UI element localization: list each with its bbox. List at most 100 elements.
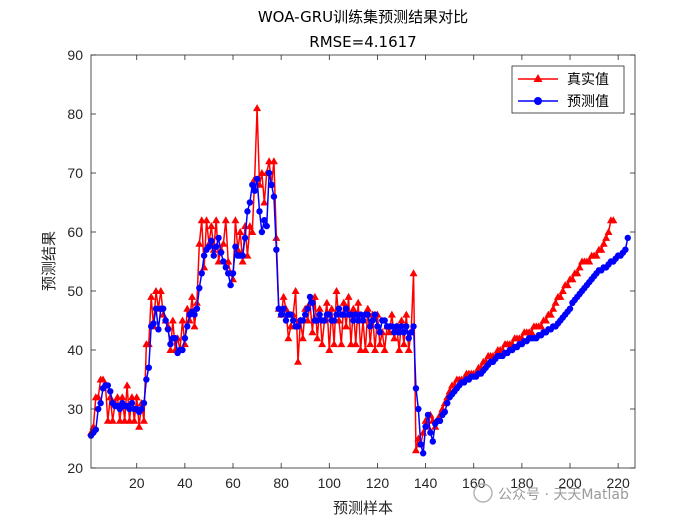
data-point-circle [410, 323, 417, 330]
data-point-circle [212, 243, 220, 250]
y-tick-label: 40 [67, 342, 83, 358]
legend-label-actual: 真实值 [567, 72, 609, 88]
data-point-circle [164, 326, 172, 333]
data-point-circle [347, 311, 355, 318]
data-point-circle [381, 317, 388, 324]
data-point-circle [167, 340, 174, 348]
data-point-triangle [399, 340, 408, 348]
x-tick-label: 200 [558, 475, 582, 491]
data-point-circle [359, 317, 367, 324]
data-point-triangle [168, 316, 177, 324]
data-point-triangle [397, 316, 406, 324]
data-point-circle [299, 317, 307, 324]
data-point-circle [172, 335, 179, 342]
data-point-triangle [546, 310, 555, 318]
data-point-circle [330, 317, 338, 324]
x-tick-label: 120 [366, 475, 390, 491]
data-point-triangle [219, 239, 228, 247]
data-point-triangle [404, 346, 413, 353]
data-point-circle [205, 243, 213, 250]
data-point-circle [179, 346, 186, 354]
data-point-triangle [597, 245, 606, 253]
legend-box [511, 65, 625, 114]
data-point-triangle [366, 340, 375, 348]
x-tick-label: 40 [177, 475, 193, 491]
data-point-circle [251, 187, 258, 194]
data-point-triangle [178, 316, 187, 324]
data-point-triangle [135, 422, 144, 430]
data-point-triangle [390, 334, 399, 342]
data-point-circle [342, 305, 350, 312]
data-point-circle [208, 237, 215, 245]
data-point-triangle [387, 310, 396, 318]
data-point-triangle [409, 269, 418, 277]
data-point-triangle [279, 292, 288, 300]
data-point-circle [405, 335, 412, 342]
data-point-triangle [602, 233, 611, 241]
data-point-circle [350, 317, 357, 324]
data-point-circle [304, 305, 311, 312]
y-tick-label: 70 [67, 165, 83, 181]
data-point-triangle [269, 157, 278, 165]
x-tick-label: 220 [606, 475, 630, 491]
data-point-triangle [248, 228, 257, 235]
data-point-triangle [291, 287, 300, 294]
data-point-circle [395, 329, 403, 336]
data-point-circle [369, 317, 376, 324]
data-point-circle [427, 429, 434, 436]
legend-marker-circle [534, 97, 542, 105]
data-point-circle [155, 326, 162, 333]
data-point-triangle [253, 104, 262, 112]
data-point-circle [246, 199, 254, 206]
x-tick-label: 160 [462, 475, 486, 491]
data-point-circle [128, 399, 136, 407]
data-point-circle [273, 246, 280, 253]
data-point-circle [92, 426, 100, 433]
data-point-triangle [411, 446, 420, 454]
data-point-circle [275, 305, 282, 312]
data-point-circle [193, 305, 201, 312]
data-point-circle [229, 270, 237, 277]
data-point-triangle [132, 393, 141, 401]
data-point-circle [352, 311, 359, 318]
data-point-circle [316, 311, 323, 318]
data-point-triangle [395, 346, 404, 353]
data-point-circle [196, 284, 203, 292]
data-point-circle [239, 252, 246, 259]
y-tick-label: 30 [67, 401, 83, 417]
data-point-circle [225, 270, 232, 277]
data-point-circle [412, 385, 420, 392]
data-point-triangle [537, 322, 546, 330]
data-point-circle [407, 329, 415, 336]
data-point-triangle [592, 251, 601, 259]
data-point-circle [376, 329, 384, 336]
data-point-circle [140, 399, 148, 407]
data-point-circle [294, 323, 302, 330]
data-point-triangle [99, 375, 108, 383]
data-point-triangle [344, 292, 353, 300]
data-point-circle [287, 311, 294, 318]
data-point-circle [107, 388, 114, 395]
data-point-triangle [322, 298, 331, 306]
data-point-triangle [351, 340, 360, 348]
data-point-circle [191, 311, 198, 318]
data-point-circle [436, 417, 444, 424]
data-point-circle [333, 311, 340, 318]
x-tick-label: 140 [414, 475, 438, 491]
data-point-circle [306, 293, 314, 301]
data-point-circle [393, 323, 400, 330]
data-point-circle [354, 317, 362, 324]
data-point-triangle [298, 334, 307, 342]
data-point-circle [403, 323, 410, 330]
chart-title: WOA-GRU训练集预测结果对比 [258, 8, 468, 26]
data-point-triangle [363, 304, 372, 312]
legend-marker-triangle [533, 74, 543, 82]
data-point-circle [444, 399, 451, 407]
plot-area [91, 55, 635, 468]
data-point-circle [222, 264, 229, 271]
data-point-triangle [238, 257, 247, 265]
data-point-triangle [188, 292, 197, 300]
data-point-circle [198, 270, 205, 277]
data-point-circle [309, 299, 316, 306]
data-point-triangle [585, 257, 594, 265]
